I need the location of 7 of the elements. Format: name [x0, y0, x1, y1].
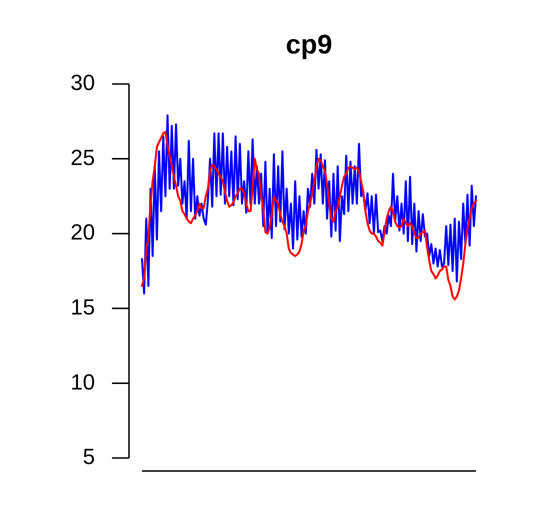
y-tick-label: 20 [70, 220, 95, 245]
y-tick-label: 30 [70, 70, 95, 96]
y-tick-label: 5 [82, 444, 95, 470]
y-tick-label: 25 [70, 144, 95, 170]
y-tick-label: 10 [70, 369, 95, 394]
chart-title: cp9 [286, 29, 332, 60]
y-tick-label: 15 [70, 294, 95, 320]
